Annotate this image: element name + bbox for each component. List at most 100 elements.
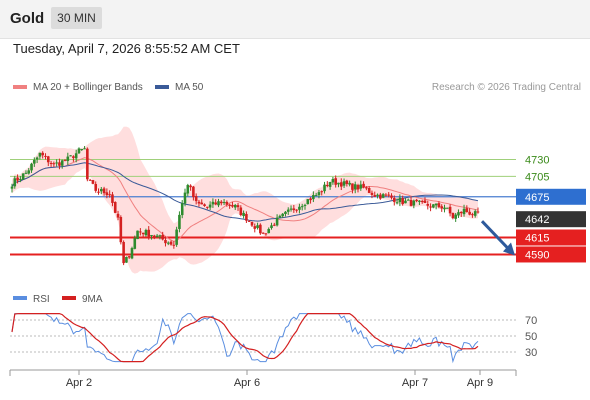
candle bbox=[105, 188, 109, 199]
x-axis-ticks: Apr 2 Apr 6 Apr 7 Apr 9 bbox=[66, 370, 493, 389]
candle bbox=[448, 204, 452, 217]
candle bbox=[409, 196, 413, 207]
candle bbox=[86, 147, 89, 182]
candle bbox=[314, 192, 318, 197]
candle bbox=[155, 233, 159, 238]
candle-body bbox=[284, 211, 287, 215]
candle bbox=[88, 178, 92, 181]
candle bbox=[206, 206, 209, 210]
candle-body bbox=[239, 207, 243, 216]
candle-body bbox=[24, 172, 28, 174]
candle bbox=[457, 209, 460, 218]
candle-body bbox=[459, 211, 463, 214]
candle-body bbox=[314, 195, 318, 197]
candle-body bbox=[465, 208, 469, 213]
candle-body bbox=[250, 222, 254, 226]
candle bbox=[44, 153, 47, 160]
candle bbox=[312, 191, 315, 203]
candle bbox=[21, 173, 25, 180]
resistance-label-4705: 4705 bbox=[525, 171, 549, 183]
candle-body bbox=[451, 212, 455, 219]
candle-body bbox=[437, 203, 441, 208]
candle bbox=[94, 181, 98, 193]
support-label-4615: 4615 bbox=[525, 233, 549, 245]
ma20-legend-label: MA 20 + Bollinger Bands bbox=[33, 82, 143, 93]
candle bbox=[231, 201, 234, 208]
pivot-tag bbox=[516, 188, 586, 205]
candle bbox=[334, 175, 337, 188]
candle bbox=[443, 204, 446, 213]
candle bbox=[270, 222, 273, 230]
candle bbox=[337, 182, 340, 188]
candle-body bbox=[376, 194, 379, 196]
candle-body bbox=[97, 191, 100, 193]
candle bbox=[381, 192, 385, 199]
candle-body bbox=[225, 201, 229, 205]
candle-body bbox=[443, 207, 446, 210]
rsi-line bbox=[11, 313, 479, 364]
forecast-arrow-head bbox=[503, 242, 515, 256]
candle bbox=[41, 151, 44, 159]
candle bbox=[77, 147, 81, 154]
candle bbox=[180, 200, 184, 219]
candle bbox=[236, 202, 240, 211]
candle bbox=[420, 199, 424, 204]
candle bbox=[147, 226, 151, 240]
candle-body bbox=[58, 162, 61, 166]
x-tick-label-0: Apr 2 bbox=[66, 377, 92, 389]
support-tag-4590 bbox=[516, 246, 586, 263]
candle-body bbox=[16, 177, 19, 181]
candle-body bbox=[99, 189, 103, 192]
candle-body bbox=[38, 152, 42, 157]
candle bbox=[55, 159, 58, 167]
candle bbox=[278, 214, 282, 219]
candle bbox=[250, 221, 254, 227]
candle bbox=[153, 234, 156, 240]
candle-body bbox=[326, 184, 329, 187]
candle bbox=[459, 211, 463, 217]
resistance-label-4730: 4730 bbox=[525, 154, 549, 166]
candle bbox=[351, 183, 354, 194]
candle bbox=[320, 190, 324, 196]
candle-body bbox=[406, 199, 410, 201]
candle-body bbox=[125, 256, 128, 263]
candle-body bbox=[323, 184, 326, 192]
rsi-plot: 70 50 30 bbox=[10, 313, 537, 364]
candle bbox=[102, 186, 106, 196]
candle bbox=[33, 157, 36, 167]
x-tick-label-2: Apr 7 bbox=[402, 377, 428, 389]
candle bbox=[222, 198, 226, 206]
candle bbox=[35, 156, 39, 164]
symbol-name: Gold bbox=[10, 10, 45, 27]
candle-body bbox=[440, 206, 444, 209]
support-label-4590: 4590 bbox=[525, 249, 549, 261]
candle bbox=[454, 212, 457, 222]
candle bbox=[63, 159, 67, 162]
candle bbox=[437, 201, 441, 209]
candle bbox=[370, 190, 374, 199]
candle-body bbox=[345, 180, 349, 184]
candle bbox=[331, 176, 335, 185]
candle bbox=[192, 185, 195, 201]
candle-body bbox=[80, 149, 84, 151]
candle-body bbox=[320, 191, 324, 193]
candle bbox=[136, 230, 139, 240]
candle-body bbox=[286, 209, 290, 212]
candle-body bbox=[473, 211, 477, 216]
candle bbox=[186, 183, 190, 197]
candle bbox=[462, 204, 466, 217]
candle bbox=[116, 210, 120, 221]
candle bbox=[398, 194, 402, 207]
timeframe-button[interactable]: 30 MIN bbox=[51, 7, 102, 29]
candle-body bbox=[119, 217, 123, 243]
candle bbox=[300, 203, 304, 211]
candle bbox=[164, 236, 167, 247]
candle-body bbox=[116, 213, 120, 218]
candle-body bbox=[233, 204, 237, 208]
candle-body bbox=[211, 201, 215, 205]
candle bbox=[194, 193, 198, 205]
candle bbox=[275, 214, 279, 227]
candle bbox=[384, 193, 388, 197]
candle-body bbox=[94, 183, 98, 191]
